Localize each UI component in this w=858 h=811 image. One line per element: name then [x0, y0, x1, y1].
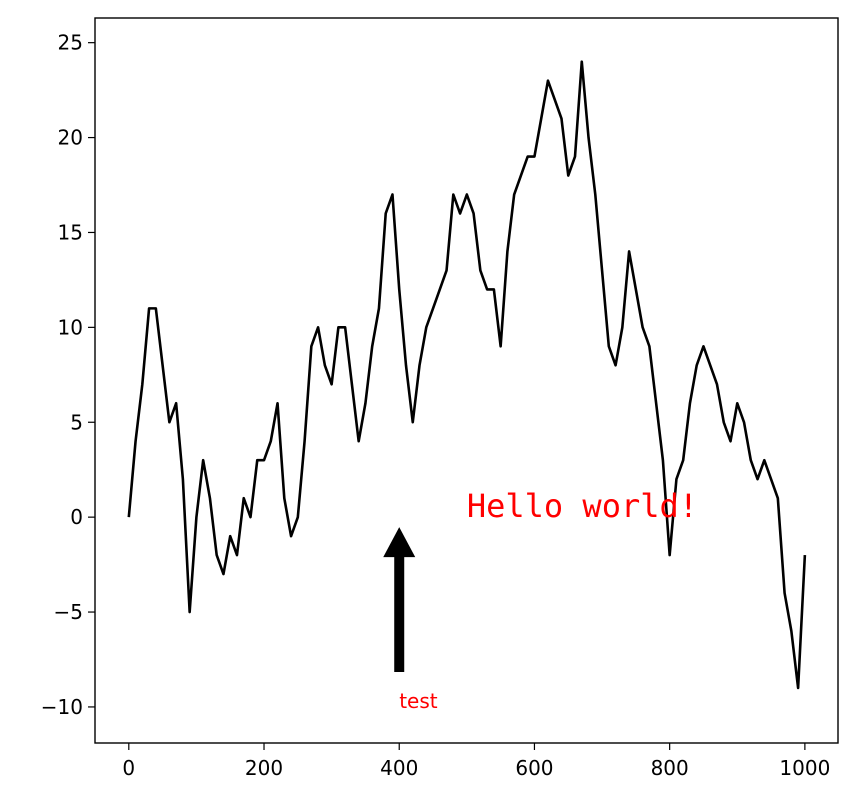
- y-tick-label: −10: [41, 695, 83, 719]
- x-tick-label: 200: [245, 756, 283, 780]
- y-tick-label: 5: [70, 410, 83, 434]
- annotation-text: test: [399, 689, 438, 713]
- data-line: [127, 60, 807, 690]
- annotation-text: Hello world!: [467, 487, 698, 525]
- x-tick-label: 600: [515, 756, 553, 780]
- y-tick-label: −5: [54, 600, 83, 624]
- y-tick-label: 15: [58, 220, 83, 244]
- plot-frame: [94, 17, 839, 744]
- y-tick-label: 10: [58, 315, 83, 339]
- x-tick-label: 400: [380, 756, 418, 780]
- y-tick-label: 20: [58, 126, 83, 150]
- x-tick-label: 0: [122, 756, 135, 780]
- x-tick-label: 800: [651, 756, 689, 780]
- y-tick-label: 0: [70, 505, 83, 529]
- annotation-arrow: [383, 527, 416, 672]
- x-tick-label: 1000: [779, 756, 830, 780]
- y-tick-label: 25: [58, 31, 83, 55]
